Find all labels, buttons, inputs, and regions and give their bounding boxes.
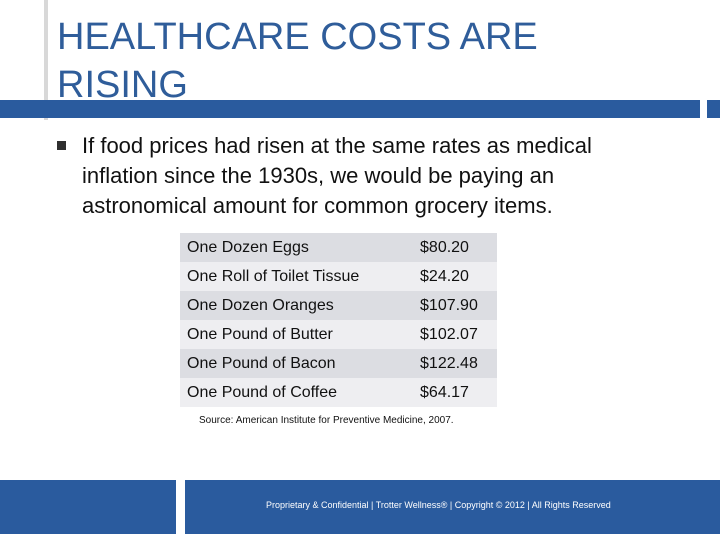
footer-bar — [185, 480, 720, 534]
grocery-price-table: One Dozen Eggs $80.20 One Roll of Toilet… — [180, 233, 497, 407]
item-cell: One Dozen Oranges — [180, 291, 410, 320]
price-cell: $24.20 — [409, 262, 497, 291]
item-cell: One Roll of Toilet Tissue — [180, 262, 410, 291]
table-row: One Dozen Eggs $80.20 — [180, 233, 497, 262]
bullet-text: If food prices had risen at the same rat… — [82, 133, 592, 218]
table-row: One Roll of Toilet Tissue $24.20 — [180, 262, 497, 291]
price-cell: $80.20 — [409, 233, 497, 262]
table-row: One Pound of Bacon $122.48 — [180, 349, 497, 378]
bullet-item: If food prices had risen at the same rat… — [57, 131, 657, 221]
title-underline-bar-end — [707, 100, 720, 118]
title-underline-bar — [0, 100, 700, 118]
table-row: One Pound of Coffee $64.17 — [180, 378, 497, 407]
slide-title: HEALTHCARE COSTS ARE RISING — [57, 16, 538, 106]
price-cell: $64.17 — [409, 378, 497, 407]
source-citation: Source: American Institute for Preventiv… — [199, 415, 454, 426]
footer-bar-left — [0, 480, 176, 534]
item-cell: One Pound of Coffee — [180, 378, 410, 407]
price-cell: $107.90 — [409, 291, 497, 320]
left-accent-rule — [44, 0, 48, 120]
item-cell: One Dozen Eggs — [180, 233, 410, 262]
table-row: One Pound of Butter $102.07 — [180, 320, 497, 349]
table-row: One Dozen Oranges $107.90 — [180, 291, 497, 320]
footer-copyright: Proprietary & Confidential | Trotter Wel… — [266, 500, 611, 510]
item-cell: One Pound of Butter — [180, 320, 410, 349]
item-cell: One Pound of Bacon — [180, 349, 410, 378]
price-cell: $122.48 — [409, 349, 497, 378]
square-bullet-icon — [57, 141, 66, 150]
price-cell: $102.07 — [409, 320, 497, 349]
